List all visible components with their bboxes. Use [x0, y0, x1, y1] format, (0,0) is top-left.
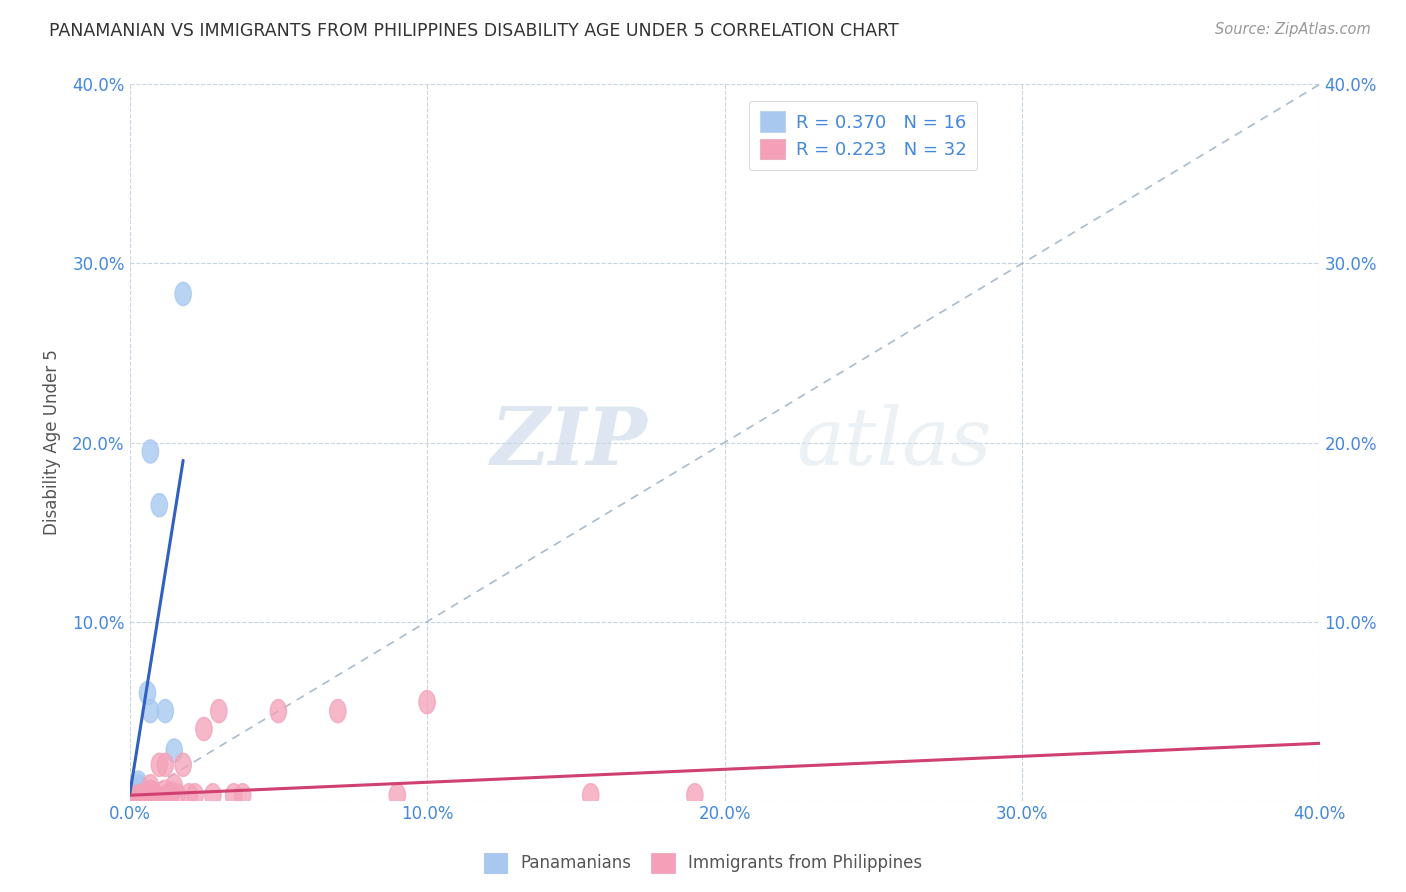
Text: ZIP: ZIP	[491, 404, 647, 482]
Legend: Panamanians, Immigrants from Philippines: Panamanians, Immigrants from Philippines	[477, 847, 929, 880]
Text: Source: ZipAtlas.com: Source: ZipAtlas.com	[1215, 22, 1371, 37]
Y-axis label: Disability Age Under 5: Disability Age Under 5	[44, 350, 60, 535]
Text: PANAMANIAN VS IMMIGRANTS FROM PHILIPPINES DISABILITY AGE UNDER 5 CORRELATION CHA: PANAMANIAN VS IMMIGRANTS FROM PHILIPPINE…	[49, 22, 898, 40]
Legend: R = 0.370   N = 16, R = 0.223   N = 32: R = 0.370 N = 16, R = 0.223 N = 32	[749, 101, 977, 170]
Text: atlas: atlas	[796, 404, 991, 482]
